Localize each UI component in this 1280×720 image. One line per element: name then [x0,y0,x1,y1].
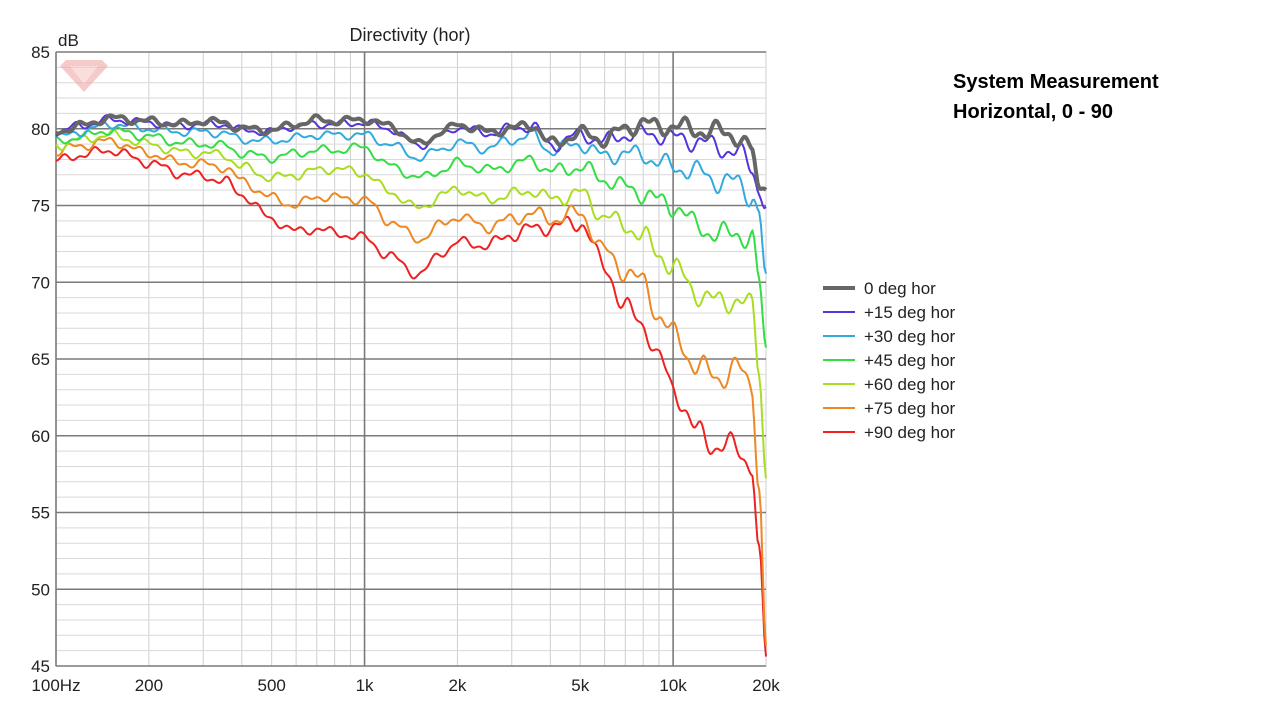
legend-label: +45 deg hor [864,351,956,370]
x-tick-label: 10k [659,676,687,695]
x-tick-label: 5k [571,676,589,695]
y-tick-label: 55 [31,504,50,523]
x-tick-label: 20k [752,676,780,695]
measurement-note: System Measurement Horizontal, 0 - 90 [953,67,1159,127]
measurement-note-line-1: System Measurement [953,71,1159,93]
legend-label: +15 deg hor [864,303,956,322]
y-tick-label: 85 [31,43,50,62]
grid-major [55,51,766,667]
y-tick-label: 65 [31,350,50,369]
x-tick-label: 1k [356,676,374,695]
measurement-note-line-2: Horizontal, 0 - 90 [953,101,1114,123]
legend-label: +30 deg hor [864,327,956,346]
series-line--90-deg-hor [55,146,767,657]
x-tick-label: 100Hz [31,676,80,695]
logo-watermark [60,60,108,92]
y-tick-label: 45 [31,657,50,676]
x-tick-label: 200 [135,676,163,695]
legend-label: +90 deg hor [864,423,956,442]
y-tick-label: 50 [31,580,50,599]
series-line--75-deg-hor [55,136,767,647]
x-tick-label: 500 [257,676,285,695]
x-tick-labels: 100Hz 200 500 1k 2k 5k 10k 20k [31,676,780,695]
legend-label: +60 deg hor [864,375,956,394]
series-line--60-deg-hor [55,128,767,479]
y-tick-label: 70 [31,273,50,292]
y-tick-label: 60 [31,427,50,446]
y-axis-label: dB [58,31,79,50]
y-tick-label: 75 [31,197,50,216]
directivity-chart: Directivity (hor) dB 455055606570758085 … [31,25,956,695]
series-line--30-deg-hor [55,121,767,274]
series-layer [55,113,768,657]
chart-title: Directivity (hor) [349,25,470,45]
legend-label: +75 deg hor [864,399,956,418]
legend: 0 deg hor +15 deg hor +30 deg hor +45 deg h… [823,279,956,442]
y-tick-labels: 45 50 55 60 65 70 75 80 85 [31,43,50,676]
y-tick-label: 80 [31,120,50,139]
legend-label: 0 deg hor [864,279,936,298]
x-tick-label: 2k [448,676,466,695]
series-line--45-deg-hor [55,126,767,348]
series-line-0-deg-hor [55,113,768,192]
